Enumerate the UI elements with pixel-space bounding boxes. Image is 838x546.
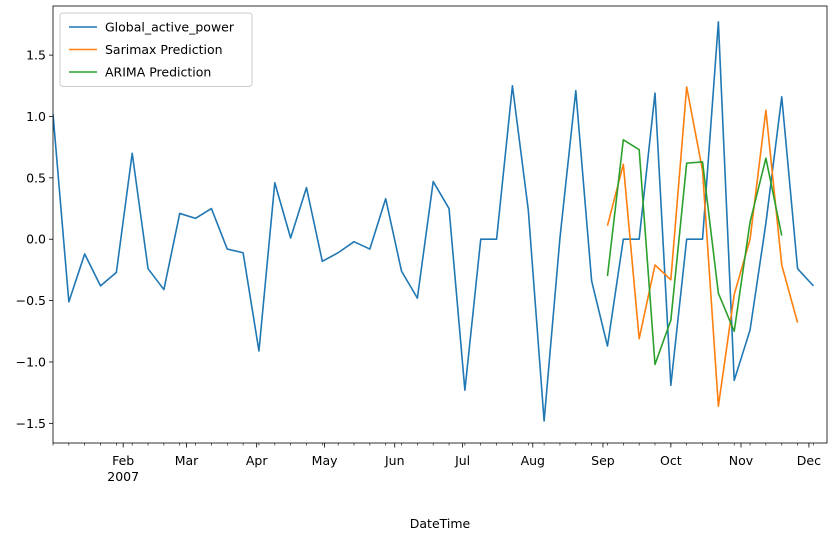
plot-area-frame xyxy=(52,5,828,444)
x-tick-label: Mar xyxy=(175,453,199,468)
y-tick-label: 1.5 xyxy=(26,48,46,63)
x-tick-label: Dec xyxy=(797,453,821,468)
x-tick-sublabel: 2007 xyxy=(107,469,139,484)
y-tick-label: 0.5 xyxy=(26,170,46,185)
legend: Global_active_power Sarimax Prediction ARI… xyxy=(59,12,253,87)
y-tick-label: 1.0 xyxy=(26,109,46,124)
y-tick-label: −1.5 xyxy=(16,416,46,431)
series-line-2 xyxy=(606,139,783,366)
legend-box xyxy=(59,12,253,87)
y-axis: −1.5 −1.0 −0.5 0.0 0.5 1.0 1.5 xyxy=(16,48,53,431)
x-axis-title: DateTime xyxy=(410,516,471,531)
x-tick-label: Apr xyxy=(246,453,268,468)
legend-label: Sarimax Prediction xyxy=(105,42,223,57)
series-line-0 xyxy=(53,21,815,422)
x-tick-label: Sep xyxy=(591,453,615,468)
series-line-1 xyxy=(606,86,799,407)
legend-label: ARIMA Prediction xyxy=(105,65,211,80)
x-tick-label: Aug xyxy=(521,453,545,468)
x-tick-label: May xyxy=(312,453,338,468)
y-tick-label: −1.0 xyxy=(16,354,46,369)
x-tick-label: Jul xyxy=(454,453,470,468)
y-tick-label: −0.5 xyxy=(16,293,46,308)
legend-label: Global_active_power xyxy=(105,20,235,35)
x-tick-label: Nov xyxy=(729,453,754,468)
x-tick-label: Jun xyxy=(384,453,405,468)
x-tick-label: Oct xyxy=(660,453,682,468)
y-tick-label: 0.0 xyxy=(26,232,46,247)
series-layer xyxy=(53,21,815,422)
x-tick-label: Feb xyxy=(112,453,134,468)
